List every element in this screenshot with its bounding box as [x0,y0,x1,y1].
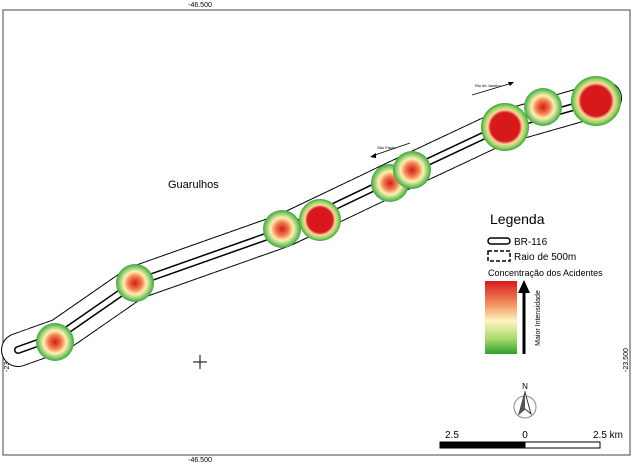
scale-label: 2.5 km [593,430,623,441]
coord-top: -46.500 [188,2,212,9]
direction-label: São Paulo [377,145,396,150]
north-label: N [522,382,528,391]
legend-heat-title: Concentração dos Acidentes [488,268,603,278]
coord-right: -23.500 [623,348,630,372]
legend-road: BR-116 [514,237,548,248]
legend-title: Legenda [490,211,545,227]
legend-color-ramp [485,281,517,354]
legend-road-symbol [487,237,511,245]
north-arrow: N [513,382,537,419]
legend-arrow-label: Maior Intensidade [535,290,542,346]
coord-bottom: -46.500 [188,457,212,464]
legend-buffer: Raio de 500m [514,252,576,263]
direction-arrowhead [370,153,376,158]
direction-arrow [471,82,513,96]
legend-buffer-symbol [487,250,511,262]
crosshair [193,355,207,369]
legend-arrowhead [518,280,530,293]
city-label: Guarulhos [168,179,219,191]
direction-label: Rio de Janeiro [475,83,502,88]
scale-label: 2.5 [445,430,459,441]
direction-arrowhead [508,82,514,86]
scale-label: 0 [522,430,528,441]
legend: Legenda BR-116 Raio de 500m Concentração… [485,211,603,354]
scale-bar: 2.5 0 2.5 km [439,430,623,449]
heat-spots [36,76,621,361]
direction-arrow [371,142,411,157]
